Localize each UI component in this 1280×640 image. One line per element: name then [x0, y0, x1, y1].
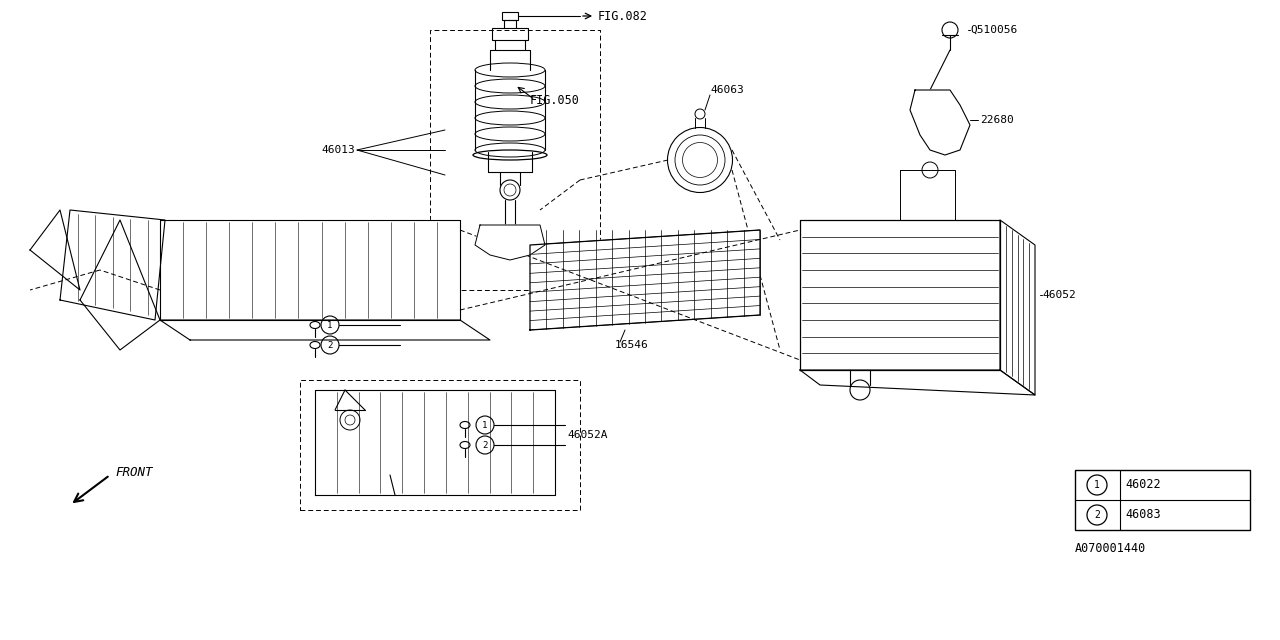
Text: 2: 2	[1094, 510, 1100, 520]
Text: 1: 1	[483, 420, 488, 429]
Polygon shape	[530, 230, 760, 330]
Text: FRONT: FRONT	[115, 465, 152, 479]
Text: FIG.082: FIG.082	[598, 10, 648, 22]
Text: 46022: 46022	[1125, 479, 1161, 492]
Polygon shape	[800, 370, 1036, 395]
Polygon shape	[910, 90, 970, 155]
Text: 22680: 22680	[980, 115, 1014, 125]
Text: 46052A: 46052A	[567, 430, 608, 440]
Text: 46063: 46063	[710, 85, 744, 95]
Bar	[502, 12, 518, 20]
Text: 16546: 16546	[614, 340, 649, 350]
Text: 2: 2	[483, 440, 488, 449]
Polygon shape	[81, 220, 160, 350]
Text: A070001440: A070001440	[1075, 541, 1147, 554]
Text: 1: 1	[1094, 480, 1100, 490]
Bar	[1075, 470, 1251, 530]
Polygon shape	[800, 220, 1000, 370]
Text: 46083: 46083	[1125, 509, 1161, 522]
Polygon shape	[160, 320, 490, 340]
Polygon shape	[900, 170, 955, 220]
Polygon shape	[60, 210, 165, 320]
Polygon shape	[475, 225, 545, 260]
Text: 46013: 46013	[321, 145, 355, 155]
Text: 2: 2	[328, 340, 333, 349]
Text: 1: 1	[328, 321, 333, 330]
Text: Q510056: Q510056	[970, 25, 1018, 35]
Polygon shape	[160, 220, 460, 320]
Bar	[492, 28, 529, 40]
Polygon shape	[315, 390, 556, 495]
Text: FIG.050: FIG.050	[530, 93, 580, 106]
Text: 46052: 46052	[1042, 290, 1075, 300]
Polygon shape	[1000, 220, 1036, 395]
